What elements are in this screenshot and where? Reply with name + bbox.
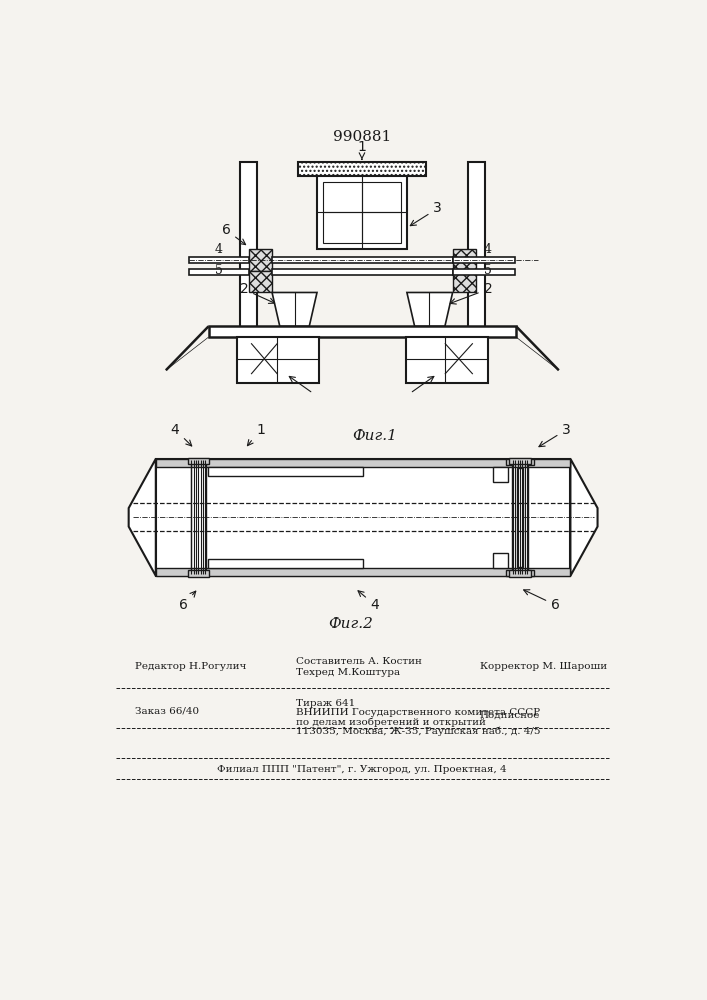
Bar <box>452 271 476 292</box>
Text: 6: 6 <box>179 591 196 612</box>
Text: 2: 2 <box>450 282 492 304</box>
Text: Фиг.1: Фиг.1 <box>352 429 397 443</box>
Bar <box>509 458 531 464</box>
Text: Подписное: Подписное <box>480 711 540 720</box>
Text: 4: 4 <box>215 243 223 256</box>
Bar <box>240 162 257 370</box>
Text: 1: 1 <box>247 423 265 446</box>
Text: по делам изобретений и открытий: по делам изобретений и открытий <box>296 717 486 727</box>
Bar <box>209 326 516 337</box>
Bar <box>187 570 209 577</box>
Bar <box>208 559 363 568</box>
Bar <box>529 459 534 465</box>
Text: Заказ 66/40: Заказ 66/40 <box>135 707 199 716</box>
Text: 3: 3 <box>539 423 571 447</box>
Text: 990881: 990881 <box>333 130 391 144</box>
Polygon shape <box>272 292 317 326</box>
Bar <box>156 459 571 466</box>
Text: 1: 1 <box>358 140 366 160</box>
Text: 5: 5 <box>484 264 491 277</box>
Bar <box>323 182 401 243</box>
Bar <box>452 269 515 275</box>
Bar <box>517 468 523 567</box>
Bar <box>249 249 272 271</box>
Bar <box>468 162 485 370</box>
Text: 3: 3 <box>410 201 442 226</box>
Text: 4: 4 <box>358 591 379 612</box>
Text: Фиг.2: Фиг.2 <box>329 617 373 631</box>
Bar <box>506 459 512 465</box>
Text: 4: 4 <box>484 243 491 256</box>
Text: 113035, Москва, Ж-35, Раушская наб., д. 4/5: 113035, Москва, Ж-35, Раушская наб., д. … <box>296 727 541 736</box>
Bar <box>406 337 488 383</box>
Text: Филиал ППП "Патент", г. Ужгород, ул. Проектная, 4: Филиал ППП "Патент", г. Ужгород, ул. Про… <box>217 765 507 774</box>
Bar <box>506 570 512 576</box>
Text: Тираж 641: Тираж 641 <box>296 699 356 708</box>
Bar <box>189 269 249 275</box>
Bar <box>191 460 206 574</box>
Polygon shape <box>129 459 156 576</box>
Text: 6: 6 <box>524 590 560 612</box>
Polygon shape <box>571 459 597 576</box>
Bar <box>317 176 407 249</box>
Bar <box>189 257 249 263</box>
Text: 5: 5 <box>215 264 223 277</box>
Bar <box>187 458 209 464</box>
Bar <box>249 271 272 292</box>
Polygon shape <box>407 292 452 326</box>
Bar <box>298 162 426 176</box>
Text: ВНИИПИ Государственного комитета СССР: ВНИИПИ Государственного комитета СССР <box>296 708 540 717</box>
Text: Редактор Н.Рогулич: Редактор Н.Рогулич <box>135 662 246 671</box>
Text: Техред М.Коштура: Техред М.Коштура <box>296 668 400 677</box>
Bar <box>529 570 534 576</box>
Text: Составитель А. Костин: Составитель А. Костин <box>296 657 422 666</box>
Bar <box>156 459 571 576</box>
Bar <box>509 570 531 577</box>
Bar <box>237 337 319 383</box>
Bar <box>272 269 452 275</box>
Bar <box>208 466 363 476</box>
Bar <box>272 257 452 263</box>
Text: Корректор М. Шароши: Корректор М. Шароши <box>480 662 607 671</box>
Text: 2: 2 <box>240 282 274 303</box>
Bar <box>493 466 508 482</box>
Bar <box>452 249 476 271</box>
Bar <box>452 257 515 263</box>
Bar <box>493 553 508 568</box>
Bar <box>156 568 571 576</box>
Text: 6: 6 <box>222 223 245 245</box>
Text: 4: 4 <box>171 423 192 446</box>
Bar <box>513 460 528 574</box>
